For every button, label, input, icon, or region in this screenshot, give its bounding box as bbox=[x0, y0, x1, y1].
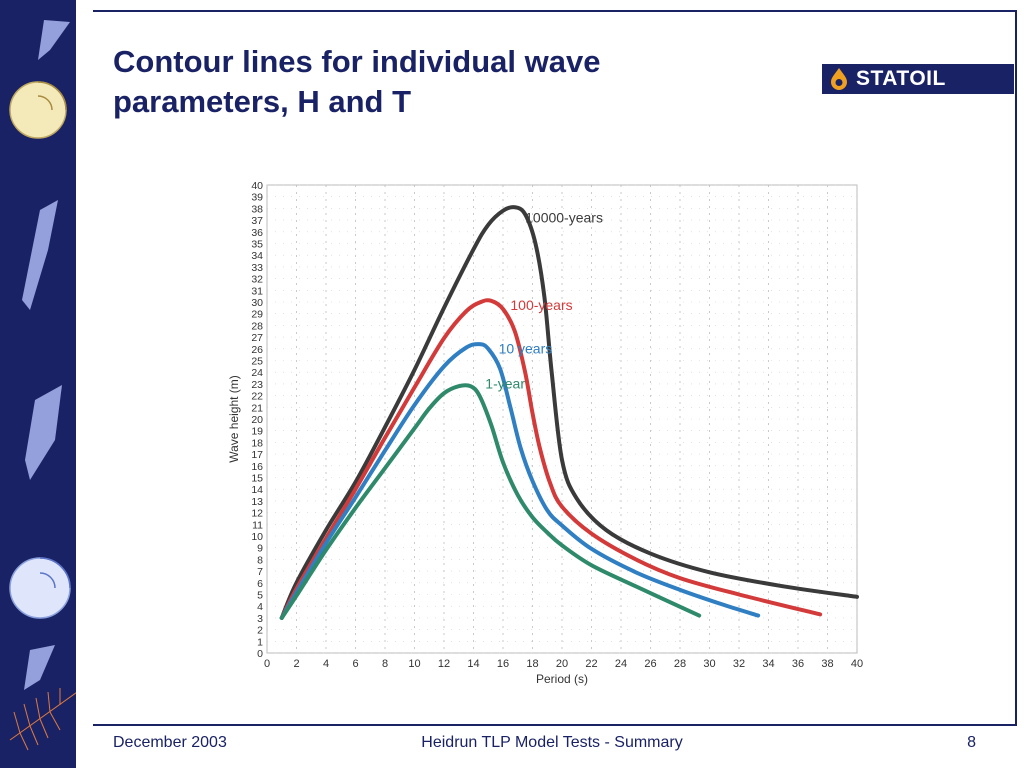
y-tick-label: 27 bbox=[251, 332, 263, 344]
x-tick-label: 34 bbox=[762, 658, 774, 670]
bottom-rule bbox=[93, 724, 1017, 726]
footer-title: Heidrun TLP Model Tests - Summary bbox=[421, 734, 683, 751]
x-tick-label: 6 bbox=[352, 658, 358, 670]
x-tick-label: 26 bbox=[644, 658, 656, 670]
x-tick-label: 30 bbox=[703, 658, 715, 670]
y-tick-label: 16 bbox=[251, 461, 263, 473]
y-tick-label: 25 bbox=[251, 356, 263, 368]
y-tick-label: 11 bbox=[252, 519, 263, 531]
y-tick-label: 20 bbox=[251, 414, 263, 426]
y-tick-label: 37 bbox=[251, 215, 263, 227]
y-tick-label: 34 bbox=[251, 250, 263, 262]
flame-icon bbox=[831, 68, 847, 90]
y-tick-label: 7 bbox=[257, 566, 263, 578]
top-rule bbox=[93, 10, 1017, 12]
y-tick-label: 35 bbox=[251, 239, 263, 251]
slide-title: Contour lines for individual wave parame… bbox=[113, 44, 601, 119]
y-tick-label: 6 bbox=[257, 578, 263, 590]
tick-layer: 0 2 4 6 8 10 12 14 16 18 20 22 24 26 28 30 32 34 36 38 40012… bbox=[251, 180, 863, 670]
x-tick-label: 0 bbox=[264, 658, 270, 670]
y-tick-label: 9 bbox=[257, 543, 263, 555]
x-tick-label: 38 bbox=[821, 658, 833, 670]
y-tick-label: 33 bbox=[251, 262, 263, 274]
x-tick-label: 16 bbox=[497, 658, 509, 670]
x-axis-label: Period (s) bbox=[536, 672, 588, 686]
y-tick-label: 32 bbox=[251, 274, 263, 286]
grid-layer bbox=[266, 184, 858, 654]
footer-date: December 2003 bbox=[113, 734, 227, 751]
y-tick-label: 14 bbox=[251, 484, 263, 496]
y-tick-label: 24 bbox=[251, 367, 263, 379]
y-tick-label: 8 bbox=[257, 554, 263, 566]
series-100-years-line bbox=[279, 298, 823, 620]
statoil-logo: STATOIL bbox=[822, 64, 1014, 94]
fossil-decoration-icon bbox=[9, 20, 81, 751]
y-tick-label: 28 bbox=[251, 320, 263, 332]
x-tick-label: 18 bbox=[526, 658, 538, 670]
series-10-years-label: 10 years bbox=[499, 340, 553, 356]
x-tick-label: 28 bbox=[674, 658, 686, 670]
y-tick-label: 19 bbox=[251, 426, 263, 438]
y-tick-label: 17 bbox=[251, 449, 263, 461]
y-tick-label: 4 bbox=[257, 601, 263, 613]
right-rule bbox=[1015, 10, 1017, 726]
y-tick-label: 5 bbox=[257, 590, 263, 602]
series-1-year-line bbox=[279, 383, 702, 620]
page-number: 8 bbox=[967, 734, 976, 751]
y-tick-label: 31 bbox=[251, 285, 263, 297]
y-tick-label: 2 bbox=[257, 625, 263, 637]
x-tick-label: 12 bbox=[438, 658, 450, 670]
y-tick-label: 40 bbox=[251, 180, 263, 192]
y-tick-label: 3 bbox=[257, 613, 263, 625]
x-tick-label: 22 bbox=[585, 658, 597, 670]
y-tick-label: 13 bbox=[251, 496, 263, 508]
series-10-years-line bbox=[279, 342, 761, 620]
x-tick-label: 4 bbox=[323, 658, 329, 670]
series-10000-years-label: 10000-years bbox=[525, 209, 603, 225]
series-layer: 10000-years 100-years 10 years 1-year bbox=[279, 205, 859, 620]
series-10000-years-line bbox=[279, 205, 859, 620]
y-tick-label: 21 bbox=[251, 402, 263, 414]
y-tick-label: 22 bbox=[251, 391, 263, 403]
y-tick-label: 12 bbox=[251, 508, 263, 520]
y-tick-label: 15 bbox=[251, 473, 263, 485]
x-tick-label: 20 bbox=[556, 658, 568, 670]
x-tick-label: 8 bbox=[382, 658, 388, 670]
x-tick-label: 2 bbox=[293, 658, 299, 670]
y-tick-label: 29 bbox=[251, 309, 263, 321]
wave-contour-chart: 0 2 4 6 8 10 12 14 16 18 20 22 24 26 28 30 32 34 36 38 40012… bbox=[227, 180, 863, 686]
y-tick-label: 30 bbox=[251, 297, 263, 309]
x-tick-label: 32 bbox=[733, 658, 745, 670]
y-tick-label: 10 bbox=[251, 531, 263, 543]
x-tick-label: 10 bbox=[408, 658, 420, 670]
y-tick-label: 0 bbox=[257, 648, 263, 660]
x-tick-label: 40 bbox=[851, 658, 863, 670]
y-axis-label: Wave height (m) bbox=[227, 375, 241, 463]
logo-text: STATOIL bbox=[856, 67, 946, 90]
y-tick-label: 38 bbox=[251, 203, 263, 215]
y-tick-label: 23 bbox=[251, 379, 263, 391]
x-tick-label: 24 bbox=[615, 658, 627, 670]
y-tick-label: 39 bbox=[251, 192, 263, 204]
x-tick-label: 36 bbox=[792, 658, 804, 670]
y-tick-label: 26 bbox=[251, 344, 263, 356]
y-tick-label: 18 bbox=[251, 437, 263, 449]
y-tick-label: 36 bbox=[251, 227, 263, 239]
x-tick-label: 14 bbox=[467, 658, 479, 670]
decorative-sidebar bbox=[0, 0, 81, 768]
series-1-year-label: 1-year bbox=[485, 376, 525, 392]
series-100-years-label: 100-years bbox=[510, 297, 572, 313]
y-tick-label: 1 bbox=[257, 636, 263, 648]
